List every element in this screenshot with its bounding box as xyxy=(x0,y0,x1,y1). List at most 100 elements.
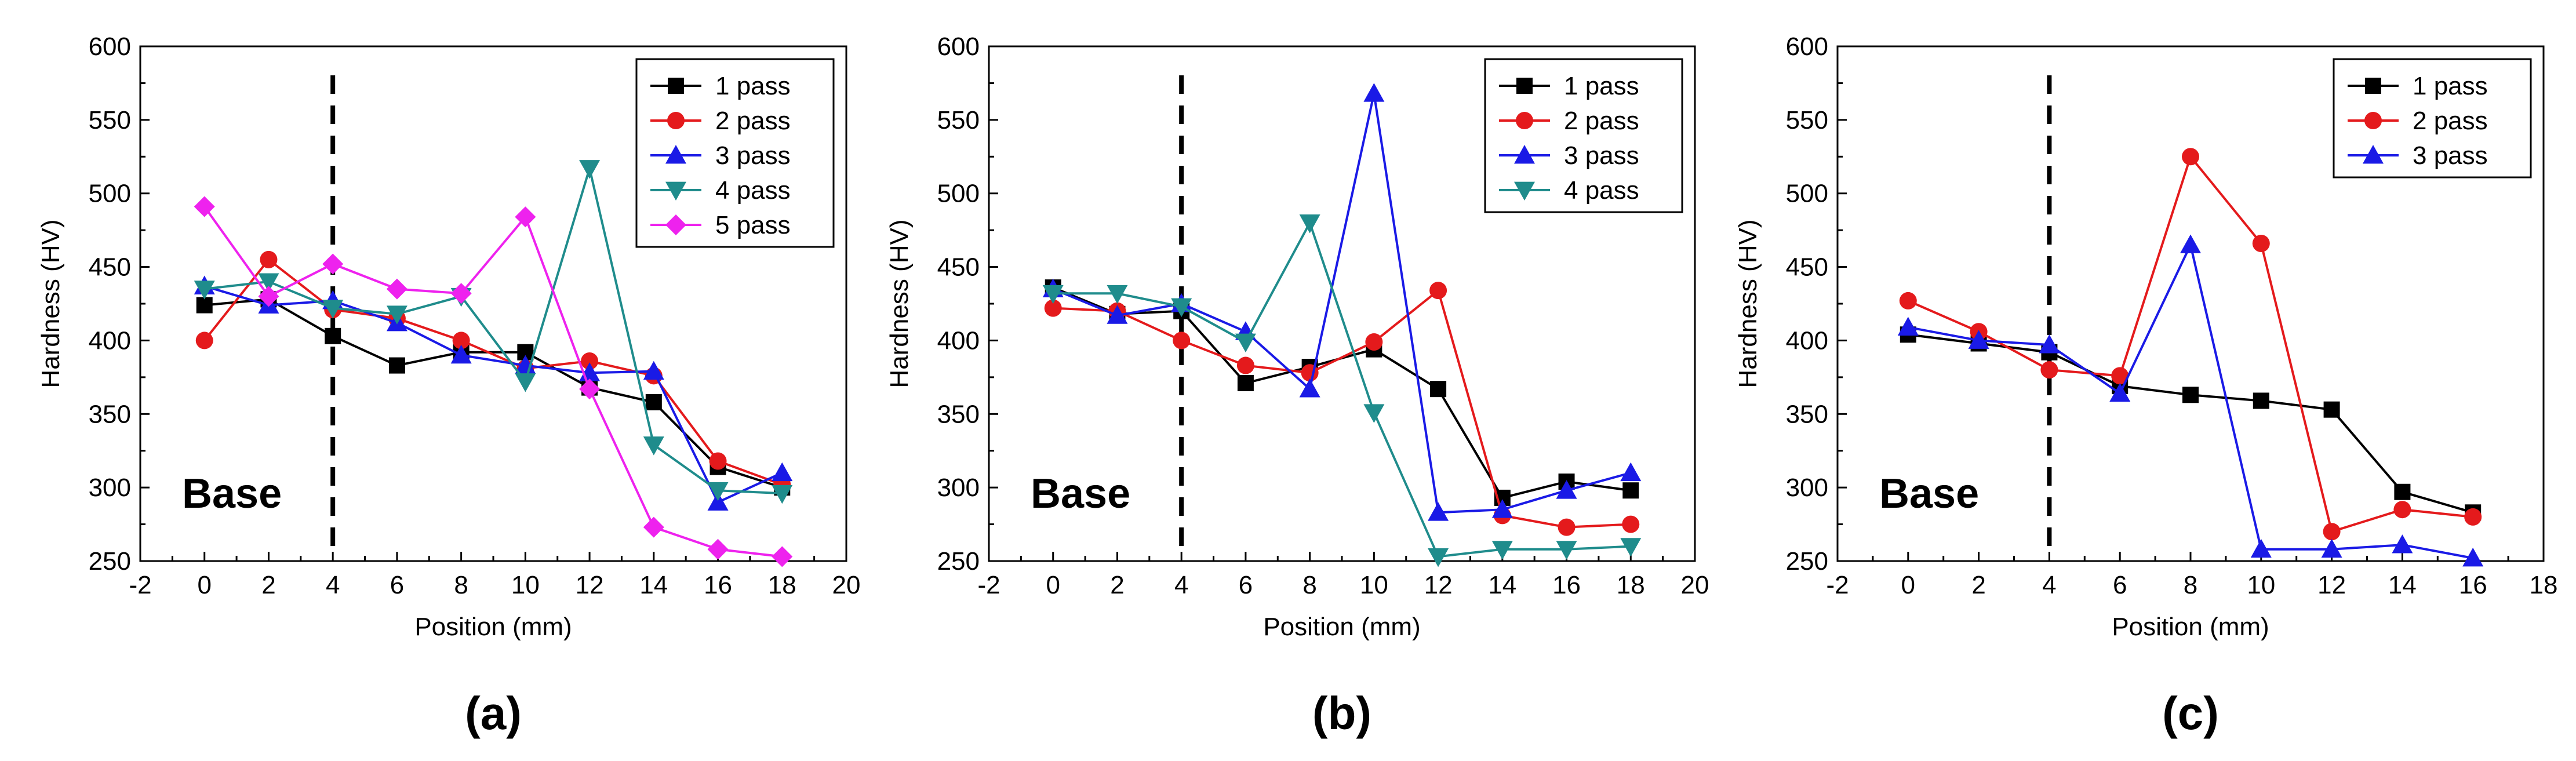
data-point xyxy=(772,462,793,482)
data-point xyxy=(2323,523,2341,541)
data-point xyxy=(1363,83,1385,102)
x-tick-label: 8 xyxy=(2184,571,2197,599)
data-point xyxy=(709,452,727,470)
y-tick-label: 250 xyxy=(937,547,980,576)
data-point xyxy=(258,286,279,307)
data-point xyxy=(1365,333,1383,351)
x-tick-label: 20 xyxy=(832,571,861,599)
series-3 xyxy=(194,275,793,511)
x-tick-label: 14 xyxy=(639,571,668,599)
data-point xyxy=(1897,316,1919,336)
base-annotation: Base xyxy=(1031,471,1130,517)
y-axis-title: Hardness (HV) xyxy=(885,220,914,388)
x-tick-label: -2 xyxy=(1826,571,1849,599)
series-line xyxy=(1053,288,1631,529)
legend-marker xyxy=(1516,112,1533,129)
data-point xyxy=(2250,538,2272,558)
x-tick-label: 18 xyxy=(768,571,796,599)
x-tick-label: 6 xyxy=(2113,571,2127,599)
y-tick-label: 300 xyxy=(937,474,980,502)
data-point xyxy=(2111,367,2129,385)
y-tick-label: 250 xyxy=(1786,547,1828,576)
y-tick-label: 550 xyxy=(1786,106,1828,134)
chart-panel-1: -2 0 2 4 6 8 10 12 14 16 18 20 250 300 350 400 450 500 550… xyxy=(37,32,860,739)
x-tick-label: 8 xyxy=(1302,571,1316,599)
data-point xyxy=(386,305,407,325)
legend-label: 2 pass xyxy=(715,107,791,135)
legend-marker xyxy=(1516,78,1533,94)
y-tick-label: 350 xyxy=(89,400,131,428)
legend-marker xyxy=(667,112,685,129)
data-point xyxy=(2321,538,2342,558)
x-axis-title: Position (mm) xyxy=(2112,613,2269,641)
legend-label: 4 pass xyxy=(1564,176,1639,205)
data-point xyxy=(1237,375,1254,392)
x-tick-label: 12 xyxy=(2317,571,2346,599)
y-tick-label: 300 xyxy=(1786,474,1828,502)
data-point xyxy=(1299,214,1320,234)
legend-marker xyxy=(665,214,686,235)
series-line xyxy=(1053,220,1631,558)
data-point xyxy=(1430,381,1447,398)
data-point xyxy=(1968,330,1989,349)
x-tick-label: 4 xyxy=(2042,571,2056,599)
y-tick-label: 450 xyxy=(937,253,980,282)
data-point xyxy=(643,516,664,538)
data-point xyxy=(1620,462,1642,482)
y-tick-label: 600 xyxy=(1786,32,1828,61)
legend-marker xyxy=(1514,145,1535,164)
x-tick-label: 4 xyxy=(1174,571,1188,599)
data-point xyxy=(1556,480,1577,499)
data-point xyxy=(2393,501,2411,519)
chart-panel-2: -2 0 2 4 6 8 10 12 14 16 18 20 250 300 350 400 450 500 550… xyxy=(885,32,1709,739)
data-point xyxy=(579,378,601,400)
legend-label: 3 pass xyxy=(2413,141,2488,170)
y-tick-label: 350 xyxy=(937,400,980,428)
data-point xyxy=(195,332,213,349)
legend-label: 3 pass xyxy=(1564,141,1639,170)
data-point xyxy=(325,327,341,344)
x-tick-label: 4 xyxy=(326,571,340,599)
series-1 xyxy=(196,291,791,496)
base-annotation: Base xyxy=(182,471,282,517)
x-tick-label: 14 xyxy=(2388,571,2417,599)
y-tick-label: 400 xyxy=(1786,326,1828,355)
x-tick-label: 2 xyxy=(1110,571,1124,599)
data-point xyxy=(1173,332,1191,349)
data-point xyxy=(515,355,536,374)
data-point xyxy=(581,352,599,370)
data-point xyxy=(579,160,601,179)
data-point xyxy=(1429,282,1447,300)
series-2 xyxy=(1899,148,2482,541)
legend-marker xyxy=(665,145,686,164)
data-point xyxy=(1622,482,1639,499)
x-tick-label: 12 xyxy=(1424,571,1453,599)
data-point xyxy=(1491,499,1513,518)
data-point xyxy=(643,361,664,380)
y-tick-label: 600 xyxy=(89,32,131,61)
data-point xyxy=(707,491,729,511)
data-point xyxy=(515,206,536,228)
data-point xyxy=(388,357,405,374)
x-tick-label: 16 xyxy=(2459,571,2487,599)
data-point xyxy=(2182,387,2199,403)
legend-label: 2 pass xyxy=(1564,107,1639,135)
x-tick-label: 2 xyxy=(1971,571,1985,599)
y-tick-label: 450 xyxy=(89,253,131,282)
series-line xyxy=(203,206,783,558)
data-point xyxy=(1044,299,1062,317)
y-tick-label: 500 xyxy=(937,180,980,208)
data-point xyxy=(450,344,472,364)
y-tick-label: 350 xyxy=(1786,400,1828,428)
x-tick-label: 16 xyxy=(704,571,732,599)
data-point xyxy=(1899,292,1917,310)
legend-label: 3 pass xyxy=(715,141,791,170)
data-point xyxy=(1622,515,1640,533)
x-tick-label: 6 xyxy=(390,571,404,599)
y-axis-title: Hardness (HV) xyxy=(37,220,65,388)
data-point xyxy=(1299,378,1320,398)
data-point xyxy=(2040,361,2058,379)
data-point xyxy=(386,278,407,300)
y-tick-label: 550 xyxy=(89,106,131,134)
data-point xyxy=(260,250,278,268)
